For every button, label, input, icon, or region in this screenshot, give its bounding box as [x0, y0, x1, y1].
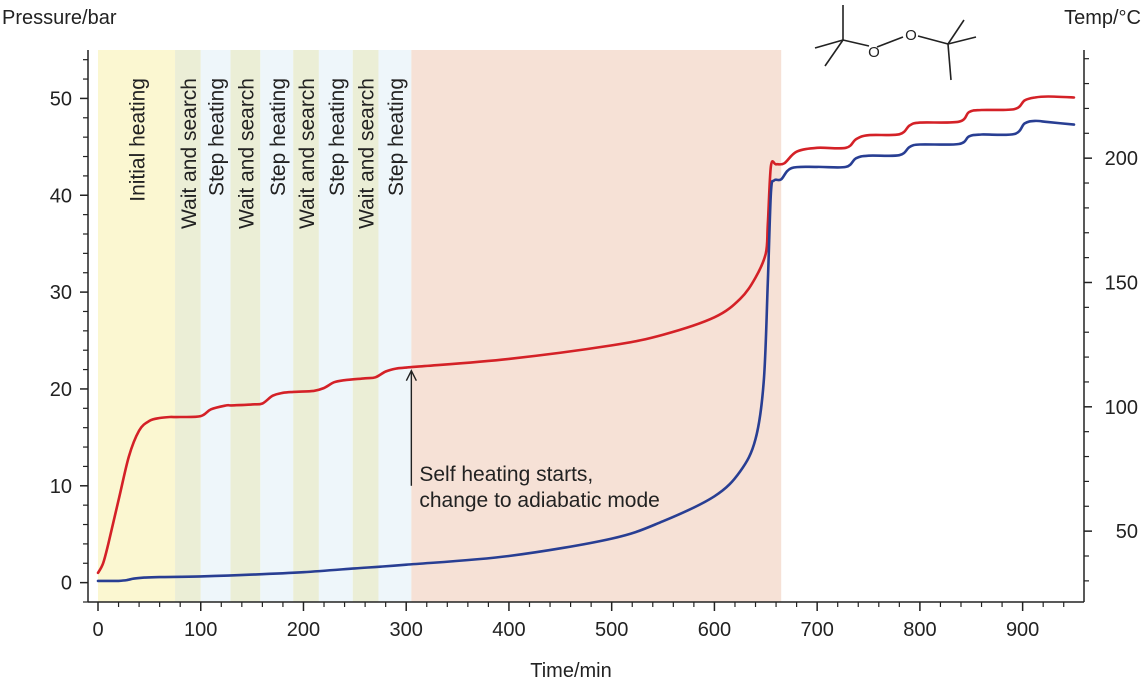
x-tick-label: 400 — [492, 619, 525, 641]
axes — [87, 50, 1085, 603]
series — [96, 95, 1076, 583]
phase-band — [175, 50, 201, 602]
y-right-tick-label: 150 — [1105, 272, 1138, 294]
y-left-tick-label: 20 — [50, 379, 72, 401]
phase-bands — [98, 50, 782, 602]
annotation-line-2: change to adiabatic mode — [419, 489, 660, 512]
phase-band — [200, 50, 231, 602]
phase-labels: Initial heating Wait and search Step heati… — [127, 78, 408, 229]
x-tick-label: 200 — [287, 619, 320, 641]
y-left-tick-label: 50 — [50, 88, 72, 110]
y-right-tick-label: 200 — [1105, 148, 1138, 170]
y-left-tick-label: 10 — [50, 476, 72, 498]
x-tick-label: 300 — [390, 619, 423, 641]
ticks: 0 100 200 300 400 500 600 700 800 900 0 10 20 30 40 50 5… — [50, 58, 1138, 641]
temperature-series-line — [96, 119, 1076, 583]
phase-label: Wait and search — [235, 78, 258, 229]
annotation-arrowhead — [405, 369, 417, 381]
y-right-tick-label: 100 — [1105, 397, 1138, 419]
y-left-tick-label: 0 — [61, 573, 72, 595]
phase-label: Wait and search — [356, 78, 379, 229]
phase-label: Wait and search — [178, 78, 201, 229]
y-axis-right-title: Temp/°C — [1064, 7, 1141, 29]
phase-label: Step heating — [206, 78, 229, 196]
x-tick-label: 500 — [595, 619, 628, 641]
phase-band — [260, 50, 294, 602]
pressure-series-line — [96, 95, 1076, 575]
phase-label: Initial heating — [127, 78, 150, 202]
di-tert-butyl-peroxide-structure — [814, 5, 977, 81]
y-left-tick-label: 30 — [50, 282, 72, 304]
phase-label: Step heating — [385, 78, 408, 196]
phase-band — [230, 50, 261, 602]
phase-band — [352, 50, 379, 602]
annotation: Self heating starts, change to adiabatic… — [405, 369, 660, 512]
phase-band — [411, 50, 782, 602]
phase-label: Step heating — [326, 78, 349, 196]
annotation-line-1: Self heating starts, — [419, 463, 593, 486]
phase-band — [378, 50, 412, 602]
oxygen-atom-2: O — [905, 27, 917, 44]
x-axis-title: Time/min — [530, 660, 611, 682]
phase-band — [318, 50, 353, 602]
y-right-tick-label: 50 — [1116, 521, 1138, 543]
x-tick-label: 700 — [800, 619, 833, 641]
x-tick-label: 900 — [1006, 619, 1039, 641]
y-axis-left-title: Pressure/bar — [2, 7, 117, 29]
phase-band — [98, 50, 176, 602]
phase-label: Step heating — [267, 78, 290, 196]
phase-label: Wait and search — [296, 78, 319, 229]
y-left-tick-label: 40 — [50, 185, 72, 207]
phase-band — [293, 50, 319, 602]
x-tick-label: 800 — [903, 619, 936, 641]
x-tick-label: 0 — [92, 619, 103, 641]
oxygen-atom-1: O — [868, 44, 880, 61]
x-tick-label: 600 — [698, 619, 731, 641]
x-tick-label: 100 — [184, 619, 217, 641]
